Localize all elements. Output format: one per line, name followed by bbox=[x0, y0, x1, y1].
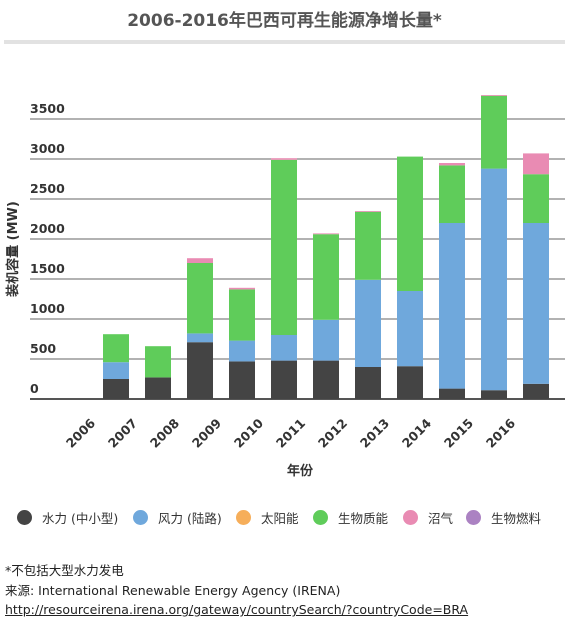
bar-segment bbox=[397, 366, 423, 399]
bar-segment bbox=[523, 174, 549, 223]
x-tick-label: 2010 bbox=[231, 415, 266, 450]
legend-swatch bbox=[236, 510, 251, 525]
bar-segment bbox=[313, 319, 339, 361]
x-tick-label: 2012 bbox=[315, 416, 350, 451]
bar-segment bbox=[271, 360, 297, 399]
bar-segment bbox=[271, 159, 297, 335]
bar-segment bbox=[103, 379, 129, 399]
legend-swatch bbox=[17, 510, 32, 525]
bar-segment bbox=[355, 211, 381, 212]
y-tick-label: 1000 bbox=[30, 301, 65, 316]
bar-segment bbox=[481, 390, 507, 399]
bar-segment bbox=[439, 388, 465, 399]
legend-label: 沼气 bbox=[428, 511, 454, 526]
bar-segment bbox=[187, 333, 213, 343]
bar-segment bbox=[355, 279, 381, 367]
bar-segment bbox=[481, 95, 507, 169]
bar-segment bbox=[355, 367, 381, 399]
bar-segment bbox=[187, 263, 213, 334]
bar-segment bbox=[313, 233, 339, 235]
bar-segment bbox=[103, 362, 129, 379]
bar-segment bbox=[439, 223, 465, 389]
y-tick-label: 1500 bbox=[30, 261, 65, 276]
x-tick-label: 2016 bbox=[483, 415, 518, 450]
x-tick-label: 2008 bbox=[147, 416, 182, 451]
bar-segment bbox=[313, 360, 339, 399]
bar-segment bbox=[313, 234, 339, 320]
bar-segment bbox=[439, 165, 465, 223]
legend-swatch bbox=[313, 510, 328, 525]
legend-label: 生物燃料 bbox=[491, 511, 542, 526]
title-divider bbox=[4, 40, 565, 44]
bar-segment bbox=[481, 168, 507, 391]
bar-segment bbox=[523, 223, 549, 384]
legend-item: 生物燃料 bbox=[466, 508, 541, 527]
bar-segment bbox=[229, 340, 255, 362]
stacked-bar-chart: 0 500 1000 1500 2000 2500 3000 3500 装机容量 (MW) 200… bbox=[5, 95, 565, 479]
legend-item: 太阳能 bbox=[236, 508, 299, 527]
bar-segment bbox=[103, 334, 129, 363]
bar-segment bbox=[355, 211, 381, 280]
bar-segment bbox=[397, 291, 423, 367]
bar-segment bbox=[229, 289, 255, 341]
bar-segment bbox=[271, 158, 297, 160]
x-tick-label: 2007 bbox=[105, 416, 140, 451]
x-tick-label: 2014 bbox=[399, 415, 434, 450]
x-tick-label: 2011 bbox=[273, 416, 308, 451]
y-tick-label: 0 bbox=[30, 381, 39, 396]
y-tick-label: 500 bbox=[30, 341, 56, 356]
legend-label: 风力 (陆路) bbox=[158, 511, 222, 526]
source-link[interactable]: http://resourceirena.irena.org/gateway/c… bbox=[5, 602, 469, 617]
source-text: 来源: International Renewable Energy Agenc… bbox=[5, 582, 341, 598]
footnotes: *不包括大型水力发电 来源: International Renewable E… bbox=[5, 561, 468, 620]
legend-item: 风力 (陆路) bbox=[133, 508, 222, 527]
legend-swatch bbox=[403, 510, 418, 525]
x-tick-label: 2015 bbox=[441, 416, 476, 451]
bar-segment bbox=[187, 342, 213, 399]
x-tick-label: 2006 bbox=[63, 415, 98, 450]
y-tick-label: 3500 bbox=[30, 101, 65, 116]
y-tick-label: 2000 bbox=[30, 221, 65, 236]
legend-item: 沼气 bbox=[403, 508, 453, 527]
footnote-text: *不包括大型水力发电 bbox=[5, 563, 124, 578]
bar-segment bbox=[523, 153, 549, 175]
bar-segment bbox=[145, 377, 171, 399]
bar-segment bbox=[523, 383, 549, 399]
y-tick-label: 2500 bbox=[30, 181, 65, 196]
legend-item: 水力 (中小型) bbox=[17, 508, 118, 527]
bar-segment bbox=[397, 156, 423, 291]
legend-swatch bbox=[133, 510, 148, 525]
legend-item: 生物质能 bbox=[313, 508, 388, 527]
y-tick-label: 3000 bbox=[30, 141, 65, 156]
bar-segment bbox=[145, 346, 171, 378]
bar-segment bbox=[481, 95, 507, 96]
bar-segment bbox=[229, 287, 255, 290]
legend-label: 太阳能 bbox=[261, 511, 299, 526]
chart-legend: 水力 (中小型) 风力 (陆路) 太阳能 生物质能 沼气 生物燃料 bbox=[0, 508, 569, 532]
x-axis-title: 年份 bbox=[287, 463, 314, 479]
bar-segment bbox=[439, 163, 465, 166]
x-tick-label: 2013 bbox=[357, 416, 392, 451]
legend-swatch bbox=[466, 510, 481, 525]
bar-segment bbox=[187, 258, 213, 263]
chart-title: 2006-2016年巴西可再生能源净增长量* bbox=[127, 11, 442, 31]
legend-label: 生物质能 bbox=[338, 511, 389, 526]
x-tick-label: 2009 bbox=[189, 416, 224, 451]
bar-segment bbox=[229, 361, 255, 399]
y-axis-title: 装机容量 (MW) bbox=[5, 201, 21, 298]
legend-label: 水力 (中小型) bbox=[42, 511, 119, 526]
bar-segment bbox=[271, 335, 297, 361]
